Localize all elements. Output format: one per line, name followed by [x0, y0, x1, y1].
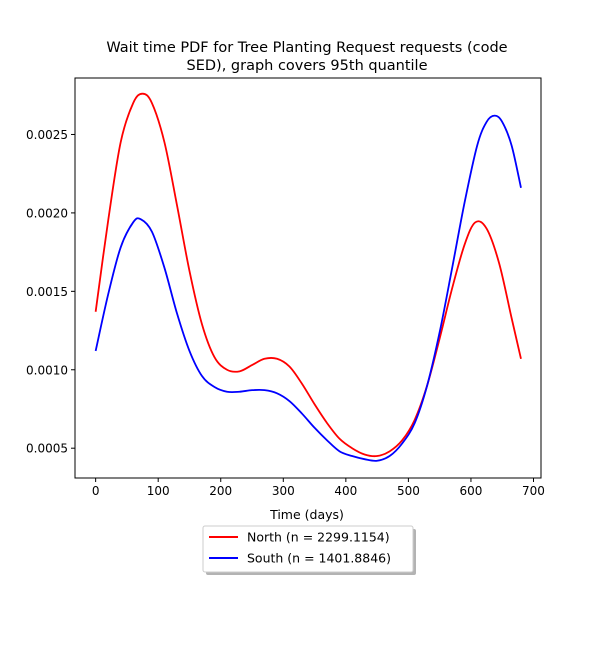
- series-line-1: [94, 114, 522, 462]
- y-tick-label: 0.0020: [26, 206, 68, 220]
- plot-frame: [74, 77, 542, 479]
- y-tick-label: 0.0010: [26, 363, 68, 377]
- x-tick-label: 600: [459, 484, 482, 498]
- legend-label-north: North (n = 2299.1154): [247, 530, 390, 545]
- x-tick-label: 700: [522, 484, 545, 498]
- y-tick-label: 0.0015: [26, 285, 68, 299]
- x-tick-label: 0: [92, 484, 100, 498]
- x-tick-label: 500: [397, 484, 420, 498]
- chart-title-line-2: SED), graph covers 95th quantile: [187, 58, 428, 74]
- series-line-0: [94, 92, 522, 458]
- legend-label-south: South (n = 1401.8846): [247, 551, 391, 566]
- y-tick-label: 0.0005: [26, 442, 68, 456]
- legend: North (n = 2299.1154) South (n = 1401.88…: [202, 525, 416, 575]
- chart-title-line-1: Wait time PDF for Tree Planting Request …: [106, 40, 507, 56]
- x-tick-label: 200: [209, 484, 232, 498]
- x-axis-label: Time (days): [269, 507, 344, 522]
- plot-area: 0 100 200 300 400 500 600 700 0.0005 0.0010 0.0015…: [26, 77, 545, 498]
- x-tick-label: 100: [147, 484, 170, 498]
- x-tick-label: 300: [272, 484, 295, 498]
- x-tick-label: 400: [334, 484, 357, 498]
- legend-box: [202, 525, 414, 573]
- y-tick-label: 0.0025: [26, 128, 68, 142]
